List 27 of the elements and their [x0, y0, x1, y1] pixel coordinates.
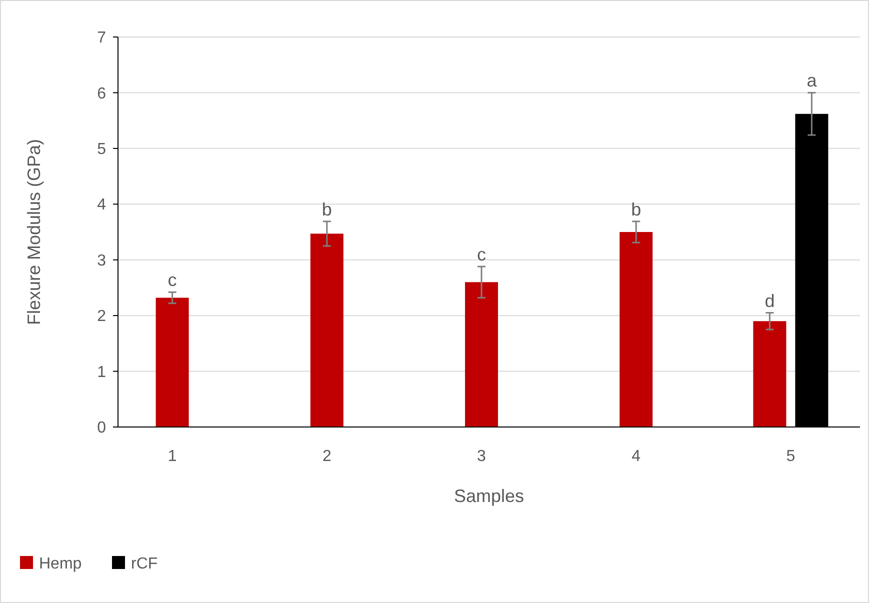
x-tick-label: 1: [168, 448, 177, 465]
y-tick-label: 7: [97, 30, 106, 47]
x-tick-label: 5: [786, 448, 796, 465]
y-tick-label: 5: [97, 141, 106, 158]
y-tick-label: 2: [97, 308, 106, 326]
x-axis-title: Samples: [454, 486, 524, 506]
bar: [620, 232, 653, 427]
x-tick-label: 2: [322, 448, 332, 465]
x-tick-label: 3: [477, 448, 486, 465]
y-tick-label: 1: [97, 364, 106, 381]
annotation: b: [322, 199, 332, 220]
y-tick-label: 6: [97, 85, 106, 102]
annotation: d: [764, 290, 775, 311]
annotation: b: [631, 199, 642, 220]
annotation: a: [806, 70, 818, 91]
legend-label: Hemp: [39, 556, 82, 573]
legend-label: rCF: [131, 556, 158, 573]
annotation: c: [168, 270, 177, 290]
y-tick-label: 3: [97, 252, 106, 270]
y-tick-label: 4: [97, 196, 106, 214]
y-axis-title: Flexure Modulus (GPa): [24, 138, 44, 326]
y-tick-label: 0: [97, 420, 106, 437]
annotation: c: [477, 244, 486, 265]
bar: [465, 282, 498, 427]
x-tick-label: 4: [632, 448, 641, 465]
bar: [156, 298, 189, 427]
bar: [310, 234, 344, 427]
